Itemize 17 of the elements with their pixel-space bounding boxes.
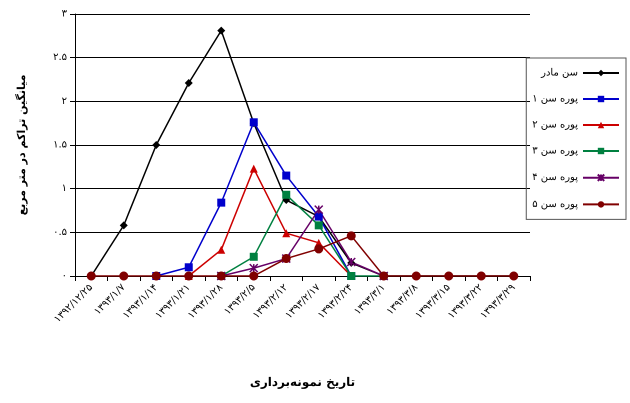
x-tick-label: ۱۳۹۳/۳/۱ <box>352 282 388 318</box>
y-axis-title: میانگین تراکم در متر مربع <box>15 74 28 216</box>
legend-label: پوره سن ۲ <box>532 120 578 130</box>
legend-label: پوره سن ۱ <box>532 94 578 104</box>
y-tick-label: ۱.۵ <box>53 140 67 150</box>
legend-label: پوره سن ۵ <box>532 198 578 210</box>
y-tick-label: ۲ <box>62 96 67 107</box>
legend-label: سن مادر <box>540 68 578 78</box>
y-tick-label: ۳ <box>62 8 68 20</box>
x-axis-title: تاریخ نمونه‌برداری <box>250 375 356 389</box>
y-tick-label: ۲.۵ <box>53 52 67 64</box>
y-tick-label: ۰ <box>62 270 67 282</box>
y-tick-label: ۰.۵ <box>53 226 67 238</box>
y-tick-label: ۱ <box>62 183 67 194</box>
legend-label: پوره سن ۳ <box>532 146 578 156</box>
x-tick-label: ۱۳۹۲/۱۲/۲۵ <box>52 282 96 325</box>
legend-label: پوره سن ۴ <box>532 172 578 184</box>
